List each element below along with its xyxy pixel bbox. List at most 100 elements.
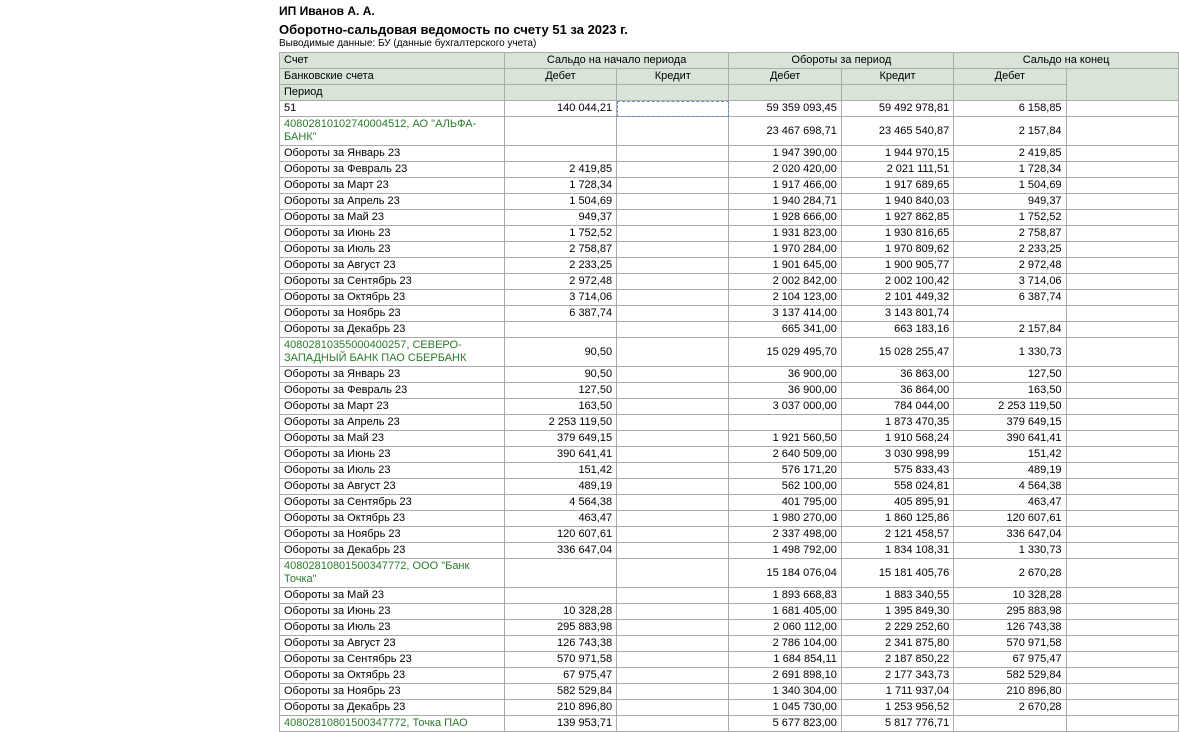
cell-value: 23 467 698,71 (729, 117, 841, 146)
cell-value: 2 002 100,42 (841, 274, 953, 290)
cell-value (617, 559, 729, 588)
header-debit-1: Дебет (504, 69, 616, 85)
header-debit-2: Дебет (729, 69, 841, 85)
cell-value (617, 274, 729, 290)
cell-value (954, 306, 1066, 322)
table-row[interactable]: Обороты за Декабрь 23665 341,00663 183,1… (280, 322, 1179, 338)
cell-value (1066, 636, 1178, 652)
table-row[interactable]: Обороты за Февраль 232 419,852 020 420,0… (280, 162, 1179, 178)
table-row[interactable]: 40802810801500347772, Точка ПАО139 953,7… (280, 716, 1179, 732)
cell-value: 570 971,58 (504, 652, 616, 668)
header-end-balance: Сальдо на конец (954, 53, 1179, 69)
cell-value (1066, 527, 1178, 543)
cell-value: 1 330,73 (954, 543, 1066, 559)
cell-value (617, 636, 729, 652)
cell-value: 67 975,47 (954, 652, 1066, 668)
cell-value: 1 330,73 (954, 338, 1066, 367)
table-row[interactable]: Обороты за Май 23379 649,151 921 560,501… (280, 431, 1179, 447)
table-row[interactable]: Обороты за Июнь 2310 328,281 681 405,001… (280, 604, 1179, 620)
cell-value: 2 187 850,22 (841, 652, 953, 668)
cell-value (617, 495, 729, 511)
table-row[interactable]: Обороты за Январь 2390,5036 900,0036 863… (280, 367, 1179, 383)
table-row[interactable]: Обороты за Декабрь 23336 647,041 498 792… (280, 543, 1179, 559)
row-label: Обороты за Июнь 23 (280, 226, 505, 242)
cell-value (1066, 274, 1178, 290)
table-row[interactable]: 51140 044,2159 359 093,4559 492 978,816 … (280, 101, 1179, 117)
table-row[interactable]: 40802810102740004512, АО "АЛЬФА-БАНК"23 … (280, 117, 1179, 146)
cell-value: 90,50 (504, 367, 616, 383)
table-row[interactable]: Обороты за Сентябрь 232 972,482 002 842,… (280, 274, 1179, 290)
cell-value: 2 121 458,57 (841, 527, 953, 543)
report-subtitle: Выводимые данные: БУ (данные бухгалтерск… (279, 38, 1179, 52)
table-row[interactable]: Обороты за Май 231 893 668,831 883 340,5… (280, 588, 1179, 604)
table-row[interactable]: Обороты за Июнь 231 752,521 931 823,001 … (280, 226, 1179, 242)
cell-value: 127,50 (954, 367, 1066, 383)
cell-value (617, 338, 729, 367)
table-row[interactable]: Обороты за Ноябрь 236 387,743 137 414,00… (280, 306, 1179, 322)
table-row[interactable]: Обороты за Июль 23151,42576 171,20575 83… (280, 463, 1179, 479)
cell-value: 3 714,06 (504, 290, 616, 306)
cell-value (617, 367, 729, 383)
cell-value: 15 029 495,70 (729, 338, 841, 367)
table-row[interactable]: Обороты за Сентябрь 234 564,38401 795,00… (280, 495, 1179, 511)
cell-value (617, 383, 729, 399)
table-row[interactable]: Обороты за Июль 232 758,871 970 284,001 … (280, 242, 1179, 258)
table-row[interactable]: Обороты за Июнь 23390 641,412 640 509,00… (280, 447, 1179, 463)
cell-value (1066, 652, 1178, 668)
table-row[interactable]: Обороты за Февраль 23127,5036 900,0036 8… (280, 383, 1179, 399)
table-row[interactable]: Обороты за Август 23126 743,382 786 104,… (280, 636, 1179, 652)
cell-value: 489,19 (504, 479, 616, 495)
table-row[interactable]: Обороты за Январь 231 947 390,001 944 97… (280, 146, 1179, 162)
table-row[interactable]: Обороты за Ноябрь 23120 607,612 337 498,… (280, 527, 1179, 543)
table-row[interactable]: Обороты за Апрель 232 253 119,501 873 47… (280, 415, 1179, 431)
cell-value: 784 044,00 (841, 399, 953, 415)
table-row[interactable]: Обороты за Ноябрь 23582 529,841 340 304,… (280, 684, 1179, 700)
cell-value: 2 253 119,50 (504, 415, 616, 431)
cell-value (1066, 543, 1178, 559)
row-label: 40802810355000400257, СЕВЕРО-ЗАПАДНЫЙ БА… (280, 338, 505, 367)
table-row[interactable]: 40802810801500347772, ООО "Банк Точка"15… (280, 559, 1179, 588)
cell-value (1066, 588, 1178, 604)
cell-value: 90,50 (504, 338, 616, 367)
cell-value (617, 700, 729, 716)
cell-value: 15 028 255,47 (841, 338, 953, 367)
row-label: Обороты за Январь 23 (280, 146, 505, 162)
row-label: Обороты за Апрель 23 (280, 415, 505, 431)
cell-value: 576 171,20 (729, 463, 841, 479)
table-row[interactable]: Обороты за Сентябрь 23570 971,58 1 684 85… (280, 652, 1179, 668)
table-row[interactable]: Обороты за Август 23489,19562 100,00558 … (280, 479, 1179, 495)
cell-value: 390 641,41 (954, 431, 1066, 447)
cell-value (617, 146, 729, 162)
cell-value: 140 044,21 (504, 101, 616, 117)
cell-value (617, 415, 729, 431)
table-row[interactable]: Обороты за Октябрь 2367 975,472 691 898,… (280, 668, 1179, 684)
cell-value (1066, 479, 1178, 495)
cell-value: 1 684 854,11 (729, 652, 841, 668)
cell-value: 127,50 (504, 383, 616, 399)
table-row[interactable]: Обороты за Март 23163,503 037 000,00784 … (280, 399, 1179, 415)
cell-value (1066, 716, 1178, 732)
cell-value: 575 833,43 (841, 463, 953, 479)
table-row[interactable]: 40802810355000400257, СЕВЕРО-ЗАПАДНЫЙ БА… (280, 338, 1179, 367)
row-label: Обороты за Ноябрь 23 (280, 306, 505, 322)
table-row[interactable]: Обороты за Март 231 728,341 917 466,001 … (280, 178, 1179, 194)
table-row[interactable]: Обороты за Октябрь 23463,471 980 270,001… (280, 511, 1179, 527)
row-label: Обороты за Февраль 23 (280, 162, 505, 178)
cell-value (617, 101, 729, 117)
table-row[interactable]: Обороты за Май 23949,371 928 666,001 927… (280, 210, 1179, 226)
cell-value (1066, 684, 1178, 700)
table-row[interactable]: Обороты за Июль 23295 883,982 060 112,00… (280, 620, 1179, 636)
row-label: Обороты за Сентябрь 23 (280, 652, 505, 668)
row-label: Обороты за Декабрь 23 (280, 322, 505, 338)
row-label: 40802810801500347772, Точка ПАО (280, 716, 505, 732)
cell-value: 67 975,47 (504, 668, 616, 684)
cell-value: 15 184 076,04 (729, 559, 841, 588)
cell-value: 15 181 405,76 (841, 559, 953, 588)
cell-value: 663 183,16 (841, 322, 953, 338)
cell-value (504, 559, 616, 588)
table-row[interactable]: Обороты за Август 232 233,251 901 645,00… (280, 258, 1179, 274)
row-label: Обороты за Ноябрь 23 (280, 684, 505, 700)
table-row[interactable]: Обороты за Декабрь 23210 896,801 045 730… (280, 700, 1179, 716)
table-row[interactable]: Обороты за Октябрь 233 714,062 104 123,0… (280, 290, 1179, 306)
table-row[interactable]: Обороты за Апрель 231 504,691 940 284,71… (280, 194, 1179, 210)
